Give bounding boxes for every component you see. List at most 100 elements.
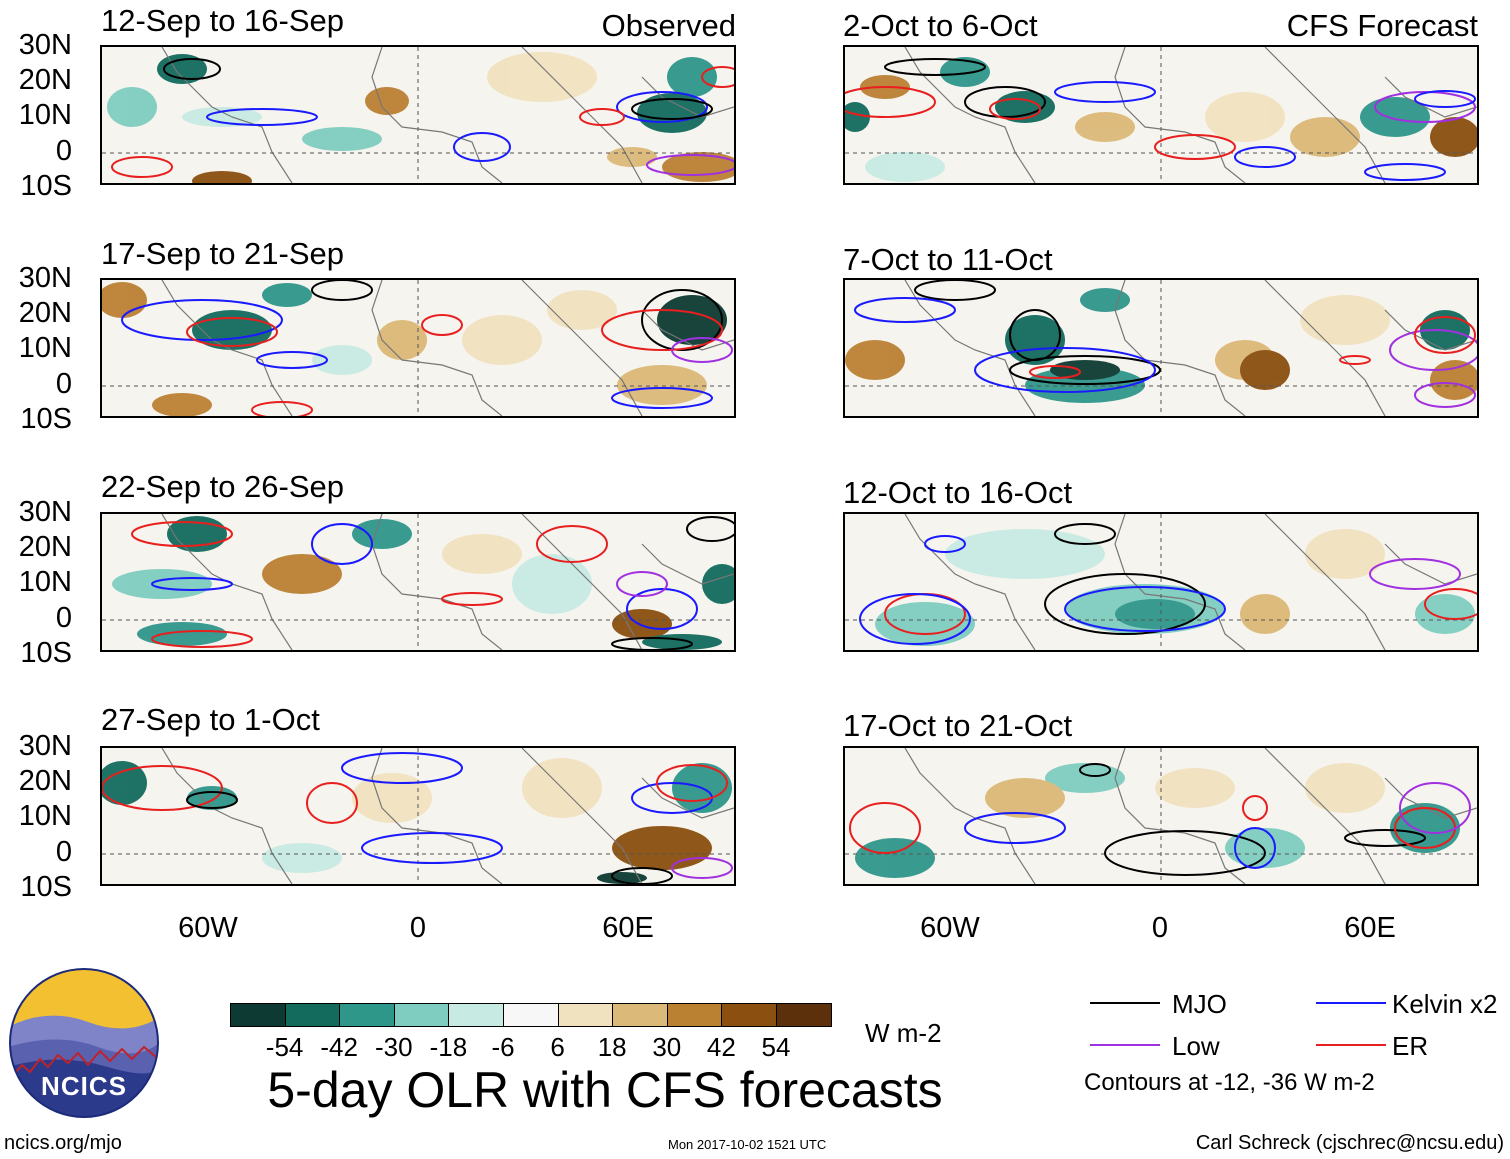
x-tick-60w: 60W (920, 912, 980, 944)
legend-swatch-low (1090, 1044, 1160, 1046)
y-tick-0: 0 (55, 368, 72, 400)
colorbar-tick-label: -42 (320, 1032, 358, 1062)
colorbar-swatch (557, 1003, 614, 1027)
legend-label-er: ER (1392, 1031, 1429, 1061)
olr-shading (845, 57, 1477, 182)
map-canvas (845, 748, 1477, 884)
contours (111, 58, 734, 178)
footer-author: Carl Schreck (cjschrec@ncsu.edu) (1195, 1132, 1504, 1154)
y-tick-30n: 30N (18, 262, 72, 294)
colorbar-tick-label: -30 (375, 1032, 413, 1062)
colorbar-tick-label: 54 (761, 1032, 791, 1062)
colorbar-swatch (721, 1003, 777, 1027)
x-tick-0: 0 (409, 912, 427, 944)
contours (854, 280, 1477, 408)
map-panel-forecast-3 (843, 512, 1479, 652)
y-tick-0: 0 (55, 135, 72, 167)
colorbar-tick-label: 6 (550, 1032, 565, 1062)
colorbar-swatch (393, 1003, 450, 1027)
logo-text: NCICS (41, 1071, 127, 1101)
colorbar-tick-label: -54 (265, 1032, 304, 1062)
map-panel-forecast-1 (843, 45, 1479, 185)
map-canvas (102, 47, 734, 183)
colorbar-swatch (612, 1003, 668, 1027)
footer-timestamp: Mon 2017-10-02 1521 UTC (668, 1137, 827, 1152)
colorbar-units: W m-2 (865, 1018, 942, 1048)
contours (121, 280, 733, 416)
observed-label: Observed (601, 8, 736, 43)
colorbar-swatch (666, 1003, 723, 1027)
panel-title-right-2: 7-Oct to 11-Oct (843, 242, 1053, 277)
legend-label-low: Low (1172, 1031, 1220, 1061)
colorbar-tick-label: 30 (652, 1032, 682, 1062)
y-tick-30n: 30N (18, 29, 72, 61)
panel-title-left-3: 22-Sep to 26-Sep (101, 469, 345, 504)
map-panel-observed-3 (100, 512, 736, 652)
logo-graphic (9, 968, 159, 1118)
contours (849, 763, 1471, 876)
legend-swatch-er (1316, 1044, 1386, 1046)
olr-shading (855, 763, 1460, 878)
panel-title-left-1: 12-Sep to 16-Sep (101, 3, 345, 38)
map-canvas (845, 514, 1477, 650)
map-canvas (845, 47, 1477, 183)
cfs-forecast-label: CFS Forecast (1286, 8, 1478, 43)
legend-swatch-mjo (1090, 1002, 1160, 1004)
contours (102, 752, 733, 884)
map-canvas (102, 514, 734, 650)
olr-shading (102, 758, 732, 884)
y-tick-30n: 30N (18, 496, 72, 528)
colorbar-tick-label: -18 (429, 1032, 468, 1062)
y-tick-0: 0 (55, 602, 72, 634)
panel-title-right-4: 17-Oct to 21-Oct (843, 708, 1073, 743)
coastlines (904, 280, 1477, 416)
colorbar-swatch (503, 1003, 559, 1027)
y-tick-0: 0 (55, 836, 72, 868)
ncics-logo: NCICS (8, 967, 160, 1119)
y-tick-10s: 10S (20, 637, 72, 669)
olr-shading (112, 516, 734, 650)
contours (859, 523, 1477, 645)
colorbar-swatch (284, 1003, 341, 1027)
legend-swatch-kelvin (1316, 1002, 1386, 1004)
x-tick-0: 0 (1151, 912, 1169, 944)
map-panel-forecast-2 (843, 278, 1479, 418)
y-tick-10n: 10N (18, 800, 72, 832)
y-tick-20n: 20N (18, 64, 72, 96)
legend-label-kelvin: Kelvin x2 (1392, 989, 1498, 1019)
colorbar-tick-label: -6 (491, 1032, 515, 1062)
panel-title-right-1: 2-Oct to 6-Oct (843, 8, 1038, 43)
x-tick-60w: 60W (178, 912, 238, 944)
olr-shading (102, 282, 727, 416)
panel-title-left-4: 27-Sep to 1-Oct (101, 702, 320, 737)
panel-title-right-3: 12-Oct to 16-Oct (843, 475, 1073, 510)
olr-shading (107, 52, 734, 183)
y-tick-10n: 10N (18, 99, 72, 131)
y-tick-20n: 20N (18, 531, 72, 563)
map-canvas (102, 280, 734, 416)
legend-label-mjo: MJO (1172, 989, 1227, 1019)
footer-url[interactable]: ncics.org/mjo (4, 1132, 122, 1154)
map-panel-forecast-4 (843, 746, 1479, 886)
colorbar-swatch (339, 1003, 395, 1027)
map-canvas (845, 280, 1477, 416)
figure-title: 5-day OLR with CFS forecasts (267, 1062, 943, 1118)
colorbar-tick-label: 18 (597, 1032, 627, 1062)
y-tick-20n: 20N (18, 297, 72, 329)
colorbar-tick-label: 42 (706, 1032, 736, 1062)
contours (845, 58, 1476, 181)
map-panel-observed-1 (100, 45, 736, 185)
x-tick-60e: 60E (1344, 912, 1396, 944)
y-tick-10s: 10S (20, 871, 72, 903)
contours (131, 516, 734, 650)
map-panel-observed-4 (100, 746, 736, 886)
map-panel-observed-2 (100, 278, 736, 418)
y-tick-10n: 10N (18, 332, 72, 364)
legend-note: Contours at -12, -36 W m-2 (1084, 1069, 1375, 1096)
y-tick-20n: 20N (18, 765, 72, 797)
coastlines (161, 748, 734, 884)
coastlines (904, 514, 1477, 650)
x-tick-60e: 60E (602, 912, 654, 944)
y-tick-10s: 10S (20, 403, 72, 435)
map-canvas (102, 748, 734, 884)
